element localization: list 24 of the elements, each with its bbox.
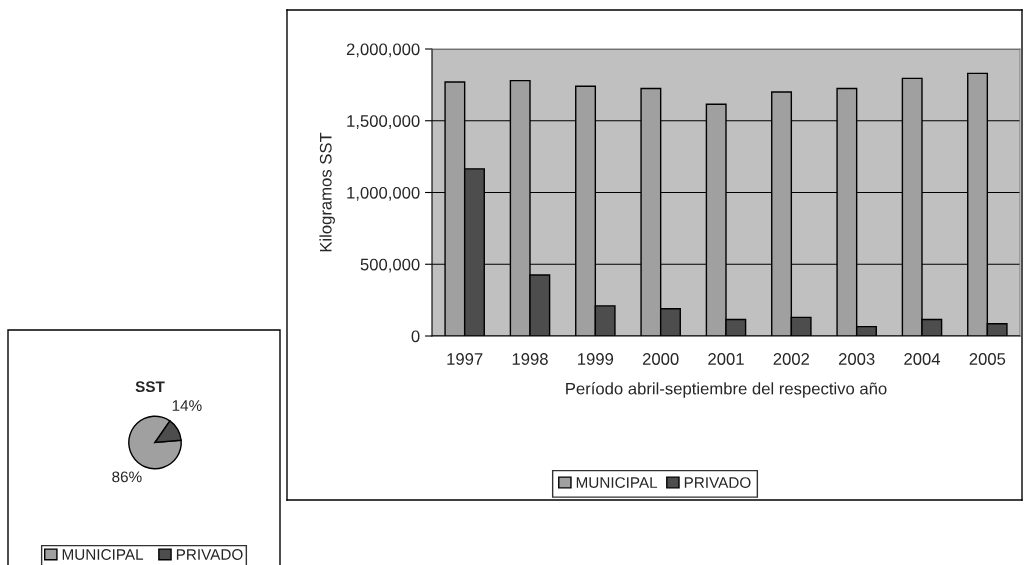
chart-title: SST xyxy=(135,381,165,393)
legend-label: PRIVADO xyxy=(684,477,751,488)
x-tick-label: 2000 xyxy=(642,353,679,365)
legend-label: MUNICIPAL xyxy=(576,477,658,488)
legend-label: PRIVADO xyxy=(176,549,243,560)
y-axis-title: Kilogramos SST xyxy=(319,132,335,252)
x-tick-label: 1999 xyxy=(578,353,614,365)
x-tick-label: 2005 xyxy=(969,353,1006,365)
y-tick-label: 0 xyxy=(411,330,420,343)
x-tick-label: 2004 xyxy=(904,353,941,365)
data-label: 86% xyxy=(112,471,142,483)
legend-label: MUNICIPAL xyxy=(62,549,144,560)
y-tick-label: 1,500,000 xyxy=(347,115,420,129)
y-tick-label: 2,000,000 xyxy=(346,43,420,58)
x-axis-title: Período abril-septiembre del respectivo año xyxy=(566,382,887,398)
data-label: 14% xyxy=(172,400,202,411)
y-tick-label: 500,000 xyxy=(360,258,420,273)
y-tick-label: 1,000,000 xyxy=(347,186,420,201)
x-tick-label: 2003 xyxy=(838,353,875,365)
pie-slice xyxy=(128,415,182,470)
x-tick-label: 2002 xyxy=(773,353,810,365)
x-tick-label: 1998 xyxy=(512,353,548,365)
x-tick-label: 2001 xyxy=(708,353,744,365)
x-tick-label: 1997 xyxy=(447,353,483,365)
